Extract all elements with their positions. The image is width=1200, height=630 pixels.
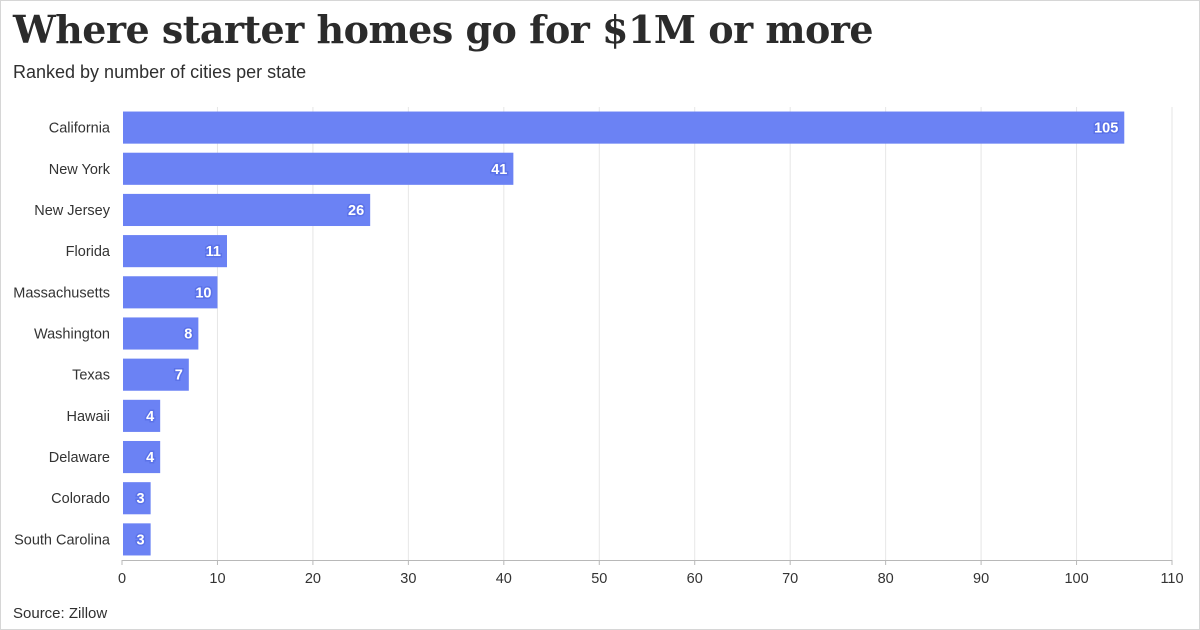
bar — [123, 152, 514, 185]
bar — [123, 440, 161, 474]
value-label: 11 — [206, 244, 221, 260]
category-label: California — [49, 121, 111, 137]
value-label: 41 — [491, 162, 507, 178]
value-label: 3 — [137, 491, 145, 507]
category-label: Colorado — [51, 491, 110, 507]
x-tick-label: 70 — [782, 571, 798, 587]
x-tick-label: 60 — [687, 571, 703, 587]
category-label: Hawaii — [66, 409, 110, 425]
value-label: 105 — [1094, 121, 1118, 137]
x-tick-label: 110 — [1160, 571, 1183, 587]
bar — [123, 193, 371, 227]
value-label: 8 — [184, 327, 192, 343]
x-tick-label: 30 — [400, 571, 416, 587]
source-note: Source: Zillow — [13, 605, 108, 622]
category-label: South Carolina — [14, 532, 111, 548]
value-label: 4 — [146, 409, 154, 425]
bar — [123, 235, 227, 268]
x-tick-label: 20 — [305, 571, 321, 587]
bar — [123, 358, 189, 391]
bar — [123, 317, 199, 350]
value-label: 26 — [348, 203, 364, 219]
bar — [123, 399, 161, 432]
category-label: New Jersey — [34, 203, 110, 219]
category-label: New York — [49, 162, 111, 178]
category-label: Texas — [72, 368, 110, 384]
chart-subtitle: Ranked by number of cities per state — [13, 62, 307, 82]
value-label: 7 — [175, 368, 183, 384]
bar — [123, 111, 1125, 144]
x-tick-label: 50 — [591, 571, 607, 587]
bar — [123, 482, 151, 515]
value-label: 3 — [137, 532, 145, 548]
value-label: 10 — [195, 285, 211, 301]
x-tick-label: 100 — [1064, 571, 1088, 587]
category-label: Florida — [66, 244, 111, 260]
chart-title: Where starter homes go for $1M or more — [13, 7, 874, 52]
category-label: Delaware — [49, 450, 110, 466]
x-tick-label: 90 — [973, 571, 989, 587]
x-tick-label: 0 — [118, 571, 126, 587]
bar — [123, 523, 151, 556]
x-tick-label: 10 — [209, 571, 225, 587]
category-label: Massachusetts — [13, 285, 110, 301]
value-label: 4 — [146, 450, 154, 466]
x-tick-label: 80 — [878, 571, 894, 587]
x-tick-label: 40 — [496, 571, 512, 587]
bar — [123, 276, 218, 309]
category-label: Washington — [34, 327, 110, 343]
